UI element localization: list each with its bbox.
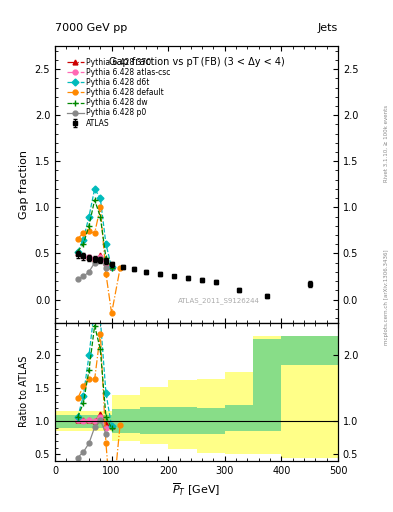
Pythia 6.428 370 (98, 252, 103, 259)
Pythia 6.428 dw (98, 214, 103, 220)
Pythia 6.428 d6t (75, 248, 80, 254)
Line: Pythia 6.428 atlas-csc: Pythia 6.428 atlas-csc (75, 251, 114, 270)
Pythia 6.428 370 (81, 252, 86, 259)
Pythia 6.428 default (109, 310, 114, 316)
Text: 7000 GeV pp: 7000 GeV pp (55, 23, 127, 33)
Pythia 6.428 default (104, 271, 108, 277)
Pythia 6.428 dw (92, 197, 97, 203)
Pythia 6.428 default (118, 265, 123, 271)
Pythia 6.428 370 (86, 254, 91, 260)
Pythia 6.428 default (86, 228, 91, 234)
Legend: Pythia 6.428 370, Pythia 6.428 atlas-csc, Pythia 6.428 d6t, Pythia 6.428 default: Pythia 6.428 370, Pythia 6.428 atlas-csc… (64, 55, 173, 130)
Line: Pythia 6.428 p0: Pythia 6.428 p0 (75, 257, 108, 282)
Pythia 6.428 370 (75, 250, 80, 257)
Text: Gap fraction vs pT (FB) (3 < Δy < 4): Gap fraction vs pT (FB) (3 < Δy < 4) (108, 57, 285, 67)
Pythia 6.428 default (98, 204, 103, 210)
X-axis label: $\overline{P}_T$ [GeV]: $\overline{P}_T$ [GeV] (173, 481, 220, 498)
Pythia 6.428 atlas-csc (109, 264, 114, 270)
Pythia 6.428 370 (92, 256, 97, 262)
Pythia 6.428 d6t (104, 241, 108, 247)
Pythia 6.428 d6t (92, 186, 97, 192)
Pythia 6.428 p0 (75, 276, 80, 282)
Line: Pythia 6.428 370: Pythia 6.428 370 (75, 251, 114, 270)
Pythia 6.428 p0 (86, 269, 91, 275)
Pythia 6.428 d6t (98, 195, 103, 201)
Pythia 6.428 dw (75, 248, 80, 254)
Pythia 6.428 370 (104, 260, 108, 266)
Pythia 6.428 p0 (98, 256, 103, 262)
Pythia 6.428 d6t (109, 264, 114, 270)
Text: ATLAS_2011_S9126244: ATLAS_2011_S9126244 (178, 297, 260, 304)
Pythia 6.428 d6t (81, 237, 86, 243)
Line: Pythia 6.428 default: Pythia 6.428 default (75, 205, 123, 316)
Pythia 6.428 atlas-csc (98, 254, 103, 260)
Pythia 6.428 atlas-csc (92, 256, 97, 262)
Text: Rivet 3.1.10, ≥ 100k events: Rivet 3.1.10, ≥ 100k events (384, 105, 389, 182)
Pythia 6.428 default (75, 236, 80, 242)
Pythia 6.428 p0 (81, 273, 86, 280)
Y-axis label: Gap fraction: Gap fraction (19, 150, 29, 219)
Line: Pythia 6.428 dw: Pythia 6.428 dw (74, 197, 115, 272)
Pythia 6.428 default (81, 230, 86, 236)
Pythia 6.428 370 (109, 264, 114, 270)
Pythia 6.428 dw (86, 223, 91, 229)
Pythia 6.428 default (92, 230, 97, 236)
Text: Jets: Jets (318, 23, 338, 33)
Pythia 6.428 dw (81, 241, 86, 247)
Text: mcplots.cern.ch [arXiv:1306.3436]: mcplots.cern.ch [arXiv:1306.3436] (384, 249, 389, 345)
Y-axis label: Ratio to ATLAS: Ratio to ATLAS (19, 356, 29, 428)
Pythia 6.428 p0 (92, 260, 97, 266)
Pythia 6.428 p0 (104, 265, 108, 271)
Pythia 6.428 atlas-csc (104, 262, 108, 268)
Pythia 6.428 atlas-csc (75, 250, 80, 257)
Pythia 6.428 d6t (86, 214, 91, 220)
Line: Pythia 6.428 d6t: Pythia 6.428 d6t (75, 186, 114, 270)
Pythia 6.428 atlas-csc (86, 254, 91, 260)
Pythia 6.428 dw (104, 255, 108, 261)
Pythia 6.428 dw (109, 265, 114, 271)
Pythia 6.428 atlas-csc (81, 253, 86, 259)
